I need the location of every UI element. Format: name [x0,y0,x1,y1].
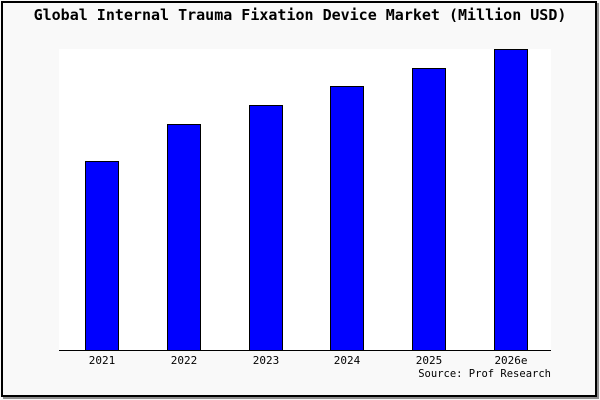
plot-area [59,49,551,351]
bar-2025 [412,68,446,350]
bar-2021 [85,161,119,350]
bar-2024 [330,86,364,350]
x-tick-label-2026e: 2026e [494,354,528,367]
x-tick-label-2022: 2022 [170,354,198,367]
x-tick-label-2021: 2021 [88,354,116,367]
bar-2026e [494,49,528,350]
x-tick-label-2024: 2024 [333,354,361,367]
source-note: Source: Prof Research [418,368,551,380]
bar-2022 [167,124,201,350]
chart-title: Global Internal Trauma Fixation Device M… [33,6,567,24]
bar-2023 [249,105,283,350]
x-tick-label-2025: 2025 [415,354,443,367]
x-tick-label-2023: 2023 [252,354,280,367]
